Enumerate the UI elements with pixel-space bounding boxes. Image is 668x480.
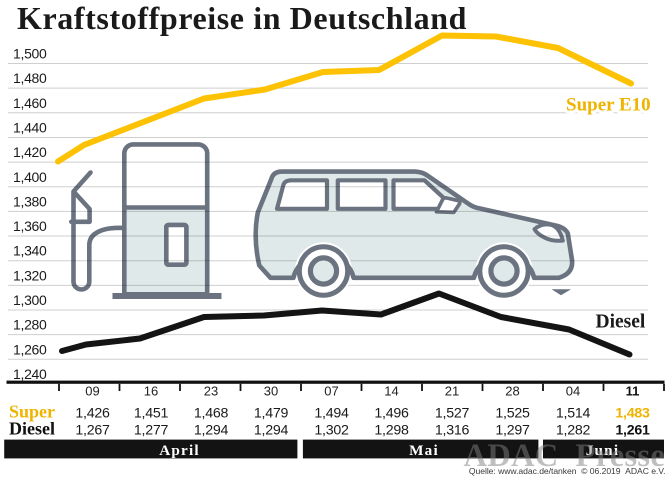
svg-text:1,316: 1,316 bbox=[435, 423, 470, 439]
svg-text:1,400: 1,400 bbox=[13, 169, 47, 185]
svg-text:1,320: 1,320 bbox=[13, 267, 47, 283]
svg-text:1,340: 1,340 bbox=[13, 243, 47, 259]
svg-text:1,297: 1,297 bbox=[495, 423, 530, 439]
svg-text:21: 21 bbox=[445, 383, 459, 398]
svg-text:1,494: 1,494 bbox=[314, 406, 349, 422]
svg-text:Kraftstoffpreise in Deutschlan: Kraftstoffpreise in Deutschland bbox=[17, 0, 467, 36]
svg-text:April: April bbox=[159, 442, 200, 459]
svg-text:1,483: 1,483 bbox=[615, 406, 650, 422]
svg-text:1,420: 1,420 bbox=[13, 144, 47, 160]
svg-text:1,298: 1,298 bbox=[374, 423, 409, 439]
svg-text:04: 04 bbox=[566, 383, 580, 398]
svg-text:1,468: 1,468 bbox=[194, 406, 229, 422]
svg-text:Quelle: www.adac.de/tanken ©: Quelle: www.adac.de/tanken © 06.2019 ADA… bbox=[469, 466, 666, 476]
svg-text:1,300: 1,300 bbox=[13, 292, 47, 308]
svg-text:Diesel: Diesel bbox=[596, 312, 646, 333]
svg-text:1,360: 1,360 bbox=[13, 218, 47, 234]
svg-text:1,294: 1,294 bbox=[254, 423, 289, 439]
svg-text:1,460: 1,460 bbox=[13, 95, 47, 111]
svg-text:1,479: 1,479 bbox=[254, 406, 289, 422]
svg-text:07: 07 bbox=[324, 383, 338, 398]
svg-text:Diesel: Diesel bbox=[9, 419, 55, 439]
svg-text:30: 30 bbox=[264, 383, 278, 398]
svg-text:11: 11 bbox=[626, 383, 640, 398]
svg-text:1,260: 1,260 bbox=[13, 341, 47, 357]
svg-text:1,525: 1,525 bbox=[495, 406, 530, 422]
svg-text:23: 23 bbox=[204, 383, 218, 398]
svg-text:1,527: 1,527 bbox=[435, 406, 470, 422]
svg-text:1,280: 1,280 bbox=[13, 317, 47, 333]
svg-text:28: 28 bbox=[505, 383, 519, 398]
svg-text:1,514: 1,514 bbox=[556, 406, 591, 422]
svg-text:1,426: 1,426 bbox=[75, 406, 110, 422]
svg-text:1,277: 1,277 bbox=[134, 423, 169, 439]
svg-text:1,240: 1,240 bbox=[13, 366, 47, 382]
svg-text:1,496: 1,496 bbox=[374, 406, 409, 422]
svg-text:09: 09 bbox=[85, 383, 99, 398]
svg-text:1,440: 1,440 bbox=[13, 119, 47, 135]
svg-text:Super E10: Super E10 bbox=[566, 95, 651, 116]
svg-text:1,500: 1,500 bbox=[13, 46, 47, 62]
svg-text:16: 16 bbox=[144, 383, 158, 398]
svg-text:1,267: 1,267 bbox=[75, 423, 110, 439]
svg-text:1,282: 1,282 bbox=[556, 423, 591, 439]
svg-text:1,451: 1,451 bbox=[134, 406, 169, 422]
svg-text:1,261: 1,261 bbox=[615, 423, 650, 439]
svg-text:Super: Super bbox=[9, 402, 55, 422]
svg-text:14: 14 bbox=[384, 383, 398, 398]
svg-text:Mai: Mai bbox=[409, 442, 439, 459]
svg-text:1,294: 1,294 bbox=[194, 423, 229, 439]
svg-text:1,302: 1,302 bbox=[314, 423, 349, 439]
svg-text:1,480: 1,480 bbox=[13, 70, 47, 86]
svg-text:1,380: 1,380 bbox=[13, 193, 47, 209]
svg-text:Juni: Juni bbox=[586, 442, 620, 459]
svg-text:ADAC Presse: ADAC Presse bbox=[464, 438, 666, 474]
